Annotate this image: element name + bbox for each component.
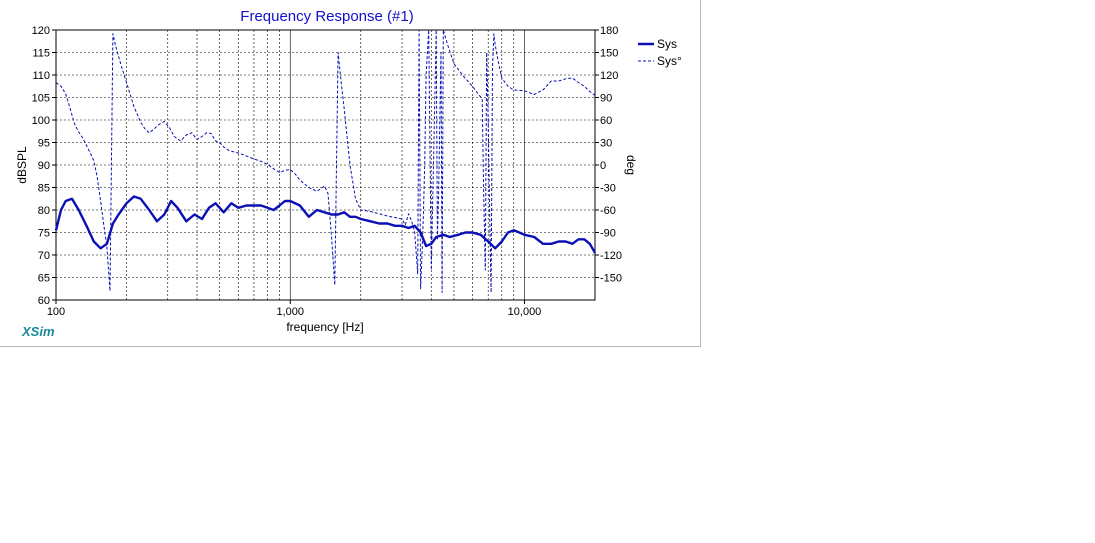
- right-axis-label: deg: [624, 155, 638, 175]
- right-tick-label: 180: [600, 25, 618, 37]
- x-axis-label: frequency [Hz]: [286, 320, 363, 334]
- right-tick-label: 90: [600, 93, 612, 105]
- right-tick-label: -90: [600, 228, 616, 240]
- left-tick-label: 95: [38, 138, 50, 150]
- left-tick-label: 70: [38, 250, 50, 262]
- grid-lines: [56, 30, 595, 300]
- x-tick-label: 100: [47, 306, 65, 318]
- series-line-sys: [54, 195, 597, 254]
- right-tick-label: -30: [600, 183, 616, 195]
- chart-panel: Frequency Response (#1) 60 65 70 75 80 85 90 95…: [0, 0, 701, 347]
- legend-label-sys: Sys: [657, 37, 677, 51]
- left-tick-label: 115: [32, 48, 50, 60]
- left-tick-label: 65: [38, 273, 50, 285]
- series-layer: [54, 29, 597, 293]
- right-tick-label: -120: [600, 250, 622, 262]
- right-axis-ticks: -150 -120 -90 -60 -30 0 30 60 90 120 150 180: [595, 25, 622, 285]
- left-tick-label: 75: [38, 228, 50, 240]
- left-tick-label: 60: [38, 295, 50, 307]
- right-tick-label: 60: [600, 115, 612, 127]
- legend: Sys Sys°: [638, 37, 682, 68]
- left-tick-label: 90: [38, 160, 50, 172]
- right-tick-label: 120: [600, 70, 618, 82]
- left-axis-ticks: 60 65 70 75 80 85 90 95 100 105 110 115 120: [32, 25, 56, 307]
- left-tick-label: 120: [32, 25, 50, 37]
- left-tick-label: 105: [32, 93, 50, 105]
- xsim-logo: XSim: [21, 324, 55, 339]
- legend-label-sys-phase: Sys°: [657, 54, 682, 68]
- right-tick-label: -60: [600, 205, 616, 217]
- series-line-sys-phase: [55, 29, 596, 293]
- left-tick-label: 100: [32, 115, 50, 127]
- x-tick-label: 1,000: [276, 306, 304, 318]
- right-tick-label: 150: [600, 48, 618, 60]
- frequency-response-chart: Frequency Response (#1) 60 65 70 75 80 85 90 95…: [15, 8, 682, 339]
- right-tick-label: 30: [600, 138, 612, 150]
- left-tick-label: 80: [38, 205, 50, 217]
- x-axis-ticks: 100 1,000 10,000: [47, 300, 541, 318]
- x-tick-label: 10,000: [508, 306, 542, 318]
- right-tick-label: -150: [600, 273, 622, 285]
- right-tick-label: 0: [600, 160, 606, 172]
- left-tick-label: 85: [38, 183, 50, 195]
- left-tick-label: 110: [32, 70, 50, 82]
- left-axis-label: dBSPL: [15, 146, 29, 184]
- chart-title: Frequency Response (#1): [240, 8, 413, 25]
